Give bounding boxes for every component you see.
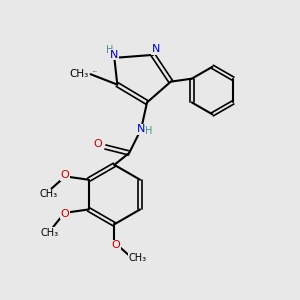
- Text: N: N: [110, 50, 118, 60]
- Text: N: N: [137, 124, 145, 134]
- Text: CH₃: CH₃: [128, 254, 147, 263]
- Text: H: H: [106, 45, 114, 56]
- Text: CH₃: CH₃: [69, 69, 88, 79]
- Text: CH₃: CH₃: [39, 189, 58, 199]
- Text: N: N: [152, 44, 160, 54]
- Text: O: O: [111, 240, 120, 250]
- Text: methyl: methyl: [93, 70, 98, 72]
- Text: O: O: [94, 139, 102, 149]
- Text: O: O: [60, 170, 69, 180]
- Text: H: H: [145, 126, 152, 136]
- Text: CH₃: CH₃: [41, 228, 59, 238]
- Text: O: O: [60, 209, 69, 219]
